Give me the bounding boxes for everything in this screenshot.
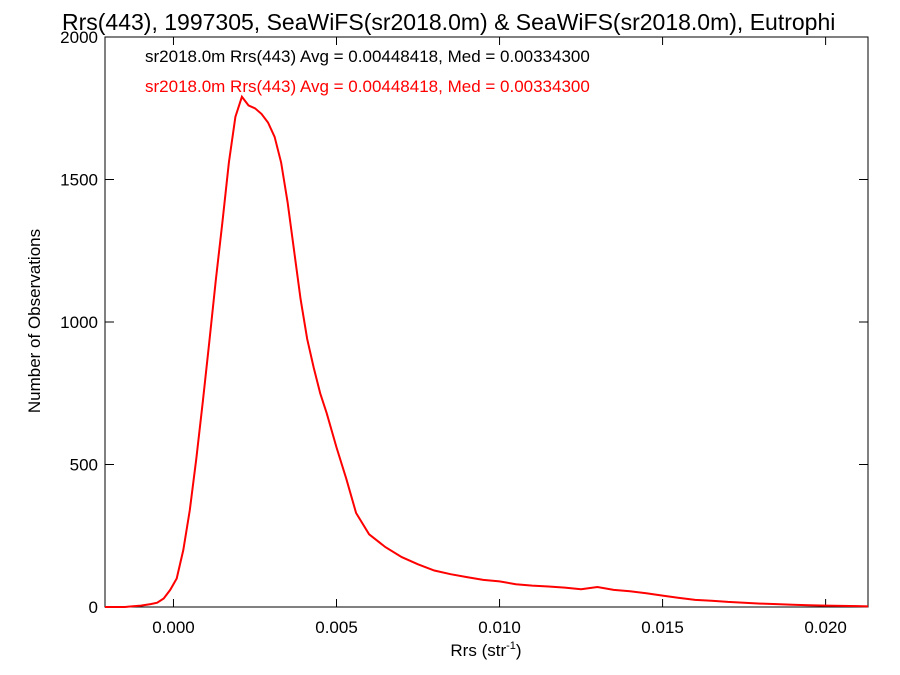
x-axis-label-superscript: -1 <box>506 640 516 652</box>
y-tick-label: 500 <box>70 456 98 475</box>
x-axis-label-end: ) <box>516 641 522 660</box>
y-axis-label: Number of Observations <box>25 229 44 413</box>
y-axis-ticks: 0 500 1000 1500 2000 <box>60 28 868 617</box>
x-tick-label: 0.010 <box>478 618 521 637</box>
y-tick-label: 2000 <box>60 28 98 47</box>
x-tick-label: 0.000 <box>152 618 195 637</box>
stats-annotation-black: sr2018.0m Rrs(443) Avg = 0.00448418, Med… <box>145 47 590 66</box>
x-tick-label: 0.005 <box>315 618 358 637</box>
y-tick-label: 1000 <box>60 313 98 332</box>
x-axis-ticks: 0.000 0.005 0.010 0.015 0.020 <box>152 37 847 637</box>
chart-title: Rrs(443), 1997305, SeaWiFS(sr2018.0m) & … <box>62 9 835 35</box>
x-axis-label: Rrs (str-1) <box>450 640 521 660</box>
stats-annotation-red: sr2018.0m Rrs(443) Avg = 0.00448418, Med… <box>145 77 590 96</box>
x-tick-label: 0.020 <box>804 618 847 637</box>
y-tick-label: 1500 <box>60 171 98 190</box>
x-tick-label: 0.015 <box>641 618 684 637</box>
plot-frame <box>104 36 869 608</box>
y-tick-label: 0 <box>89 598 98 617</box>
x-axis-label-main: Rrs (str <box>450 641 506 660</box>
histogram-series-line <box>105 94 869 608</box>
